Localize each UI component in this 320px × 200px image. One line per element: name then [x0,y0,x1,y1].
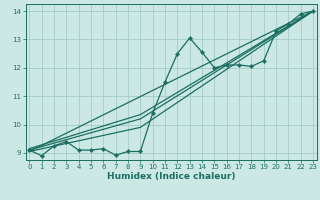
X-axis label: Humidex (Indice chaleur): Humidex (Indice chaleur) [107,172,236,181]
